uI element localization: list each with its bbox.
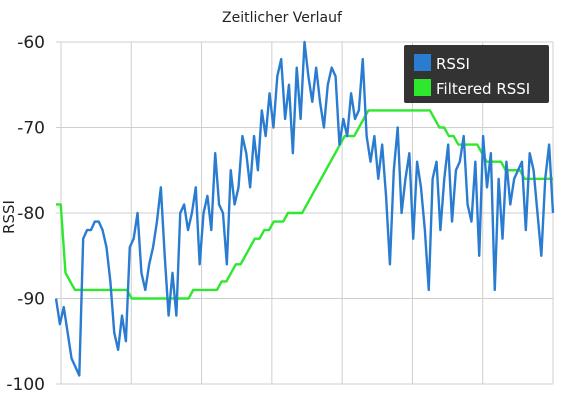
y-tick-label: -70 xyxy=(17,119,45,139)
legend-swatch-rssi xyxy=(414,54,431,71)
y-tick-label: -60 xyxy=(17,33,45,53)
legend-swatch-filtered-rssi xyxy=(414,79,431,96)
legend-background xyxy=(404,45,549,103)
y-axis-label: RSSI xyxy=(0,200,18,234)
y-tick-label: -100 xyxy=(6,375,45,395)
y-tick-label: -80 xyxy=(17,204,45,224)
series-line-filtered-rssi xyxy=(56,109,553,300)
y-tick-label: -90 xyxy=(17,290,45,310)
series-lines xyxy=(54,40,555,377)
chart-title: Zeitlicher Verlauf xyxy=(222,10,343,26)
series-line-rssi xyxy=(54,40,555,377)
legend-label-rssi: RSSI xyxy=(436,55,470,73)
legend-label-filtered-rssi: Filtered RSSI xyxy=(436,80,530,98)
legend: RSSI Filtered RSSI xyxy=(404,45,549,103)
y-axis-ticks: -60 -70 -80 -90 -100 xyxy=(6,33,45,395)
